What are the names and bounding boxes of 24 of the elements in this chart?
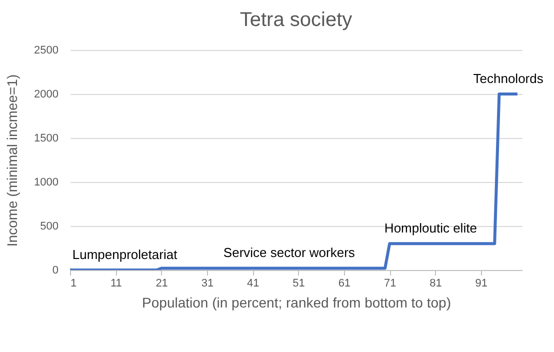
- annotation: Technolords: [473, 71, 544, 86]
- chart-title: Tetra society: [240, 9, 352, 31]
- annotation: Homploutic elite: [384, 220, 477, 236]
- line-series: [70, 92, 519, 270]
- x-tick-label: 91: [475, 278, 488, 290]
- x-tick-label: 81: [430, 278, 442, 290]
- x-tick-label: 1: [70, 278, 77, 290]
- x-tick-label: 31: [201, 278, 214, 290]
- y-tick-label: 2000: [34, 88, 58, 100]
- annotation: Service sector workers: [223, 245, 356, 260]
- x-tick-label: 11: [110, 278, 122, 290]
- x-tick-label: 21: [156, 278, 168, 290]
- y-tick-label: 1000: [34, 176, 58, 188]
- x-axis-title: Population (in percent; ranked from bottom to top): [142, 294, 451, 310]
- x-tick-label: 61: [338, 278, 351, 290]
- y-axis-title: Income (minimal incmee=1): [4, 74, 20, 247]
- y-tick-label: 2500: [34, 44, 58, 56]
- y-tick-label: 0: [52, 264, 58, 276]
- x-tick-label: 71: [384, 278, 396, 290]
- annotation: Lumpenproletariat: [72, 247, 178, 262]
- y-tick-label: 1500: [34, 132, 58, 144]
- x-tick-label: 51: [292, 278, 305, 290]
- x-tick-label: 41: [247, 278, 260, 290]
- y-tick-label: 500: [40, 220, 58, 232]
